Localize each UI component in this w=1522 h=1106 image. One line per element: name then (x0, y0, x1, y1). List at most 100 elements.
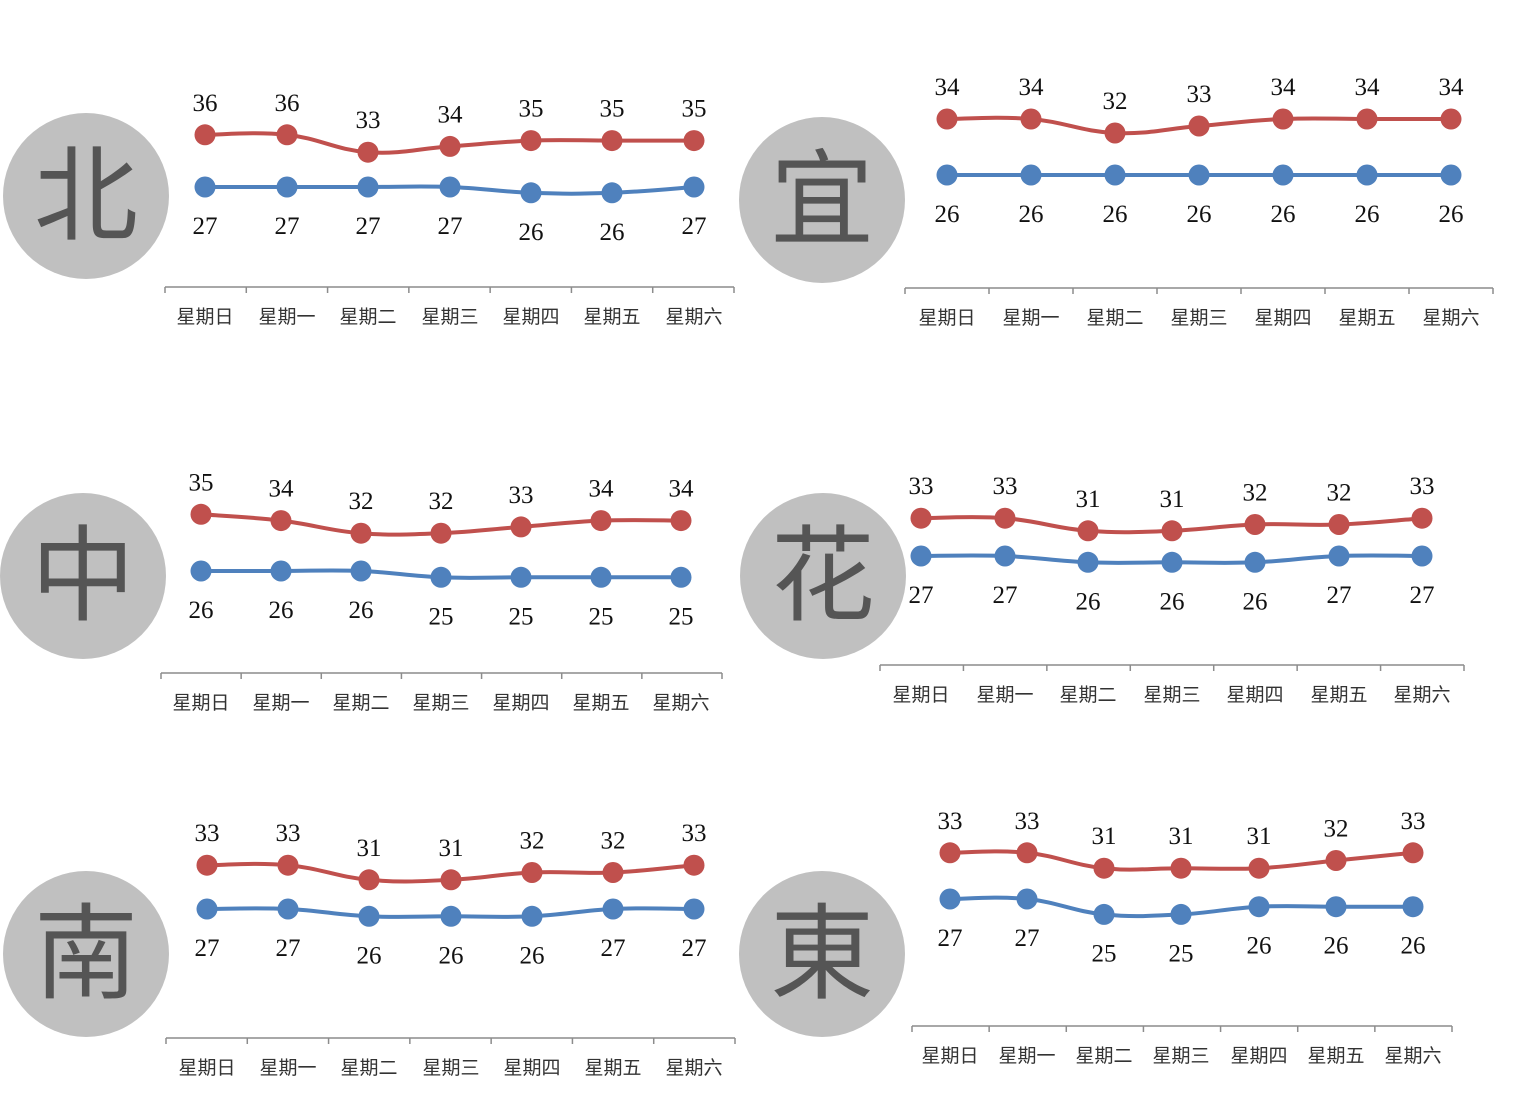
x-tick-label: 星期二 (332, 692, 389, 714)
high-temp-point (1272, 108, 1294, 130)
x-tick-label: 星期四 (502, 306, 559, 328)
high-temp-point (358, 869, 380, 891)
low-temp-label: 27 (193, 213, 218, 240)
high-temp-label: 32 (1243, 480, 1268, 507)
high-temp-label: 33 (1015, 808, 1040, 835)
low-temp-point (683, 176, 705, 198)
high-temp-point (194, 124, 216, 146)
x-tick-label: 星期三 (1170, 307, 1227, 329)
city-name: 南 (34, 893, 138, 1015)
low-temp-label: 26 (1160, 588, 1185, 615)
low-temp-point (1093, 903, 1115, 925)
low-temp-point (1161, 551, 1183, 573)
low-temp-point (1248, 896, 1270, 918)
low-temp-label: 26 (1355, 201, 1380, 228)
high-temp-point (683, 854, 705, 876)
high-temp-point (936, 108, 958, 130)
x-tick-label: 星期日 (176, 306, 233, 328)
high-temp-point (1020, 108, 1042, 130)
low-temp-label: 27 (601, 935, 626, 962)
high-temp-point (350, 522, 372, 544)
high-temp-label: 34 (935, 74, 961, 101)
high-temp-label: 33 (195, 820, 220, 847)
low-temp-point (1170, 903, 1192, 925)
low-temp-label: 26 (1076, 588, 1101, 615)
high-temp-point (1188, 115, 1210, 137)
x-tick-label: 星期二 (339, 306, 396, 328)
low-temp-label: 26 (1187, 201, 1212, 228)
high-temp-label: 35 (600, 96, 625, 123)
low-temp-point (1244, 551, 1266, 573)
high-temp-point (1161, 520, 1183, 542)
x-tick-label: 星期三 (421, 306, 478, 328)
high-temp-point (939, 842, 961, 864)
high-temp-label: 33 (276, 820, 301, 847)
high-temp-point (520, 130, 542, 152)
high-temp-label: 36 (275, 90, 300, 117)
high-temp-label: 33 (909, 473, 934, 500)
low-temp-label: 26 (269, 597, 294, 624)
low-temp-point (190, 560, 212, 582)
low-temp-point (994, 545, 1016, 567)
high-temp-label: 34 (269, 476, 295, 503)
high-temp-label: 33 (1410, 473, 1435, 500)
low-temp-label: 27 (682, 213, 707, 240)
high-temp-label: 32 (520, 828, 545, 855)
low-temp-label: 27 (275, 213, 300, 240)
high-temp-label: 33 (1187, 81, 1212, 108)
x-tick-label: 星期四 (1254, 307, 1311, 329)
high-temp-point (1328, 514, 1350, 535)
city-badge (3, 871, 169, 1037)
high-temp-label: 34 (1355, 74, 1381, 101)
x-tick-label: 星期二 (1086, 307, 1143, 329)
high-temp-label: 33 (682, 820, 707, 847)
x-tick-label: 星期四 (1230, 1045, 1287, 1067)
low-temp-point (520, 182, 542, 204)
high-temp-point (276, 124, 298, 146)
city-name: 東 (770, 893, 874, 1015)
low-temp-label: 25 (429, 603, 454, 630)
x-tick-label: 星期日 (921, 1045, 978, 1067)
low-temp-point (910, 545, 932, 567)
high-temp-point (277, 854, 299, 876)
high-temp-point (439, 135, 461, 157)
high-temp-label: 32 (349, 488, 374, 515)
high-temp-label: 34 (438, 101, 464, 128)
low-temp-point (1272, 164, 1294, 186)
low-temp-point (590, 566, 612, 588)
low-temp-label: 27 (1327, 582, 1352, 609)
low-temp-point (439, 176, 461, 198)
low-temp-label: 27 (195, 935, 220, 962)
high-temp-point (1104, 122, 1126, 144)
high-temp-point (602, 862, 624, 883)
high-temp-point (521, 862, 543, 883)
city-name: 宜 (770, 139, 874, 261)
x-tick-label: 星期六 (665, 306, 722, 328)
low-temp-point (601, 182, 623, 204)
high-temp-label: 34 (669, 476, 695, 503)
high-temp-point (1402, 842, 1424, 864)
low-temp-label: 25 (1092, 940, 1117, 967)
low-temp-point (357, 176, 379, 198)
low-temp-label: 27 (438, 213, 463, 240)
low-temp-label: 26 (357, 942, 382, 969)
high-temp-label: 35 (189, 469, 214, 496)
x-tick-label: 星期四 (1226, 684, 1283, 706)
high-temp-point (1093, 857, 1115, 879)
low-temp-point (1402, 896, 1424, 918)
low-temp-point (521, 905, 543, 927)
x-tick-label: 星期一 (976, 684, 1033, 706)
city-name: 花 (771, 515, 875, 637)
x-tick-label: 星期一 (1002, 307, 1059, 329)
x-tick-label: 星期日 (172, 692, 229, 714)
high-temp-label: 33 (993, 473, 1018, 500)
low-temp-point (440, 905, 462, 927)
low-temp-point (1328, 545, 1350, 567)
x-tick-label: 星期日 (178, 1057, 235, 1079)
low-temp-point (510, 566, 532, 588)
high-temp-label: 31 (1169, 823, 1194, 850)
low-temp-point (196, 898, 218, 920)
